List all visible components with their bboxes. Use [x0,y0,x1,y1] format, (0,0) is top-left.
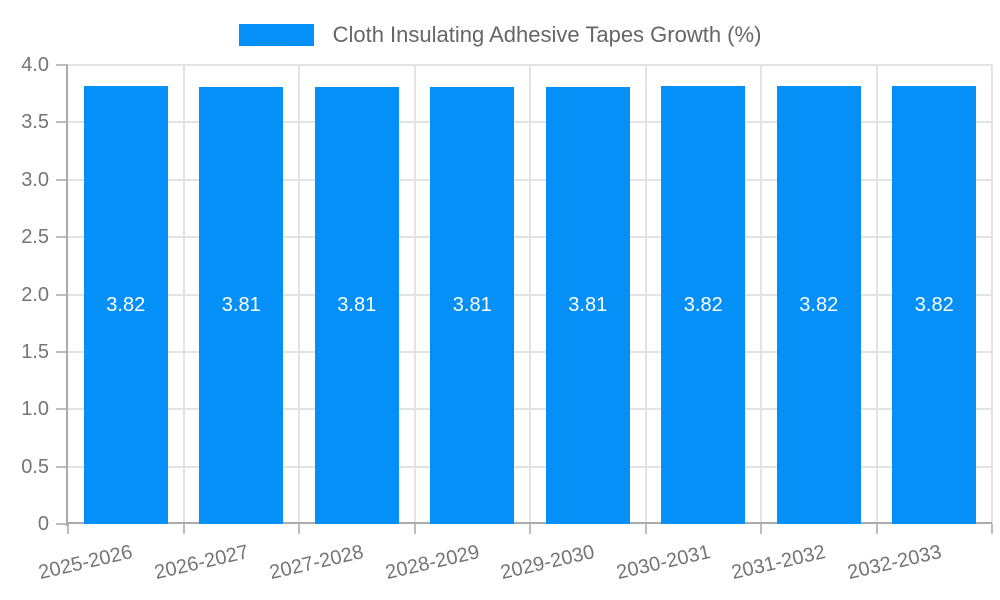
x-tick-mark [991,524,993,534]
y-tick-mark [56,64,68,66]
y-tick-mark [56,523,68,525]
x-tick-label: 2027-2028 [267,541,366,584]
x-tick-label: 2032-2033 [845,541,944,584]
x-tick-label: 2029-2030 [498,541,597,584]
legend: Cloth Insulating Adhesive Tapes Growth (… [0,22,1000,48]
y-tick-label: 0 [37,513,49,535]
bar[interactable] [661,85,746,524]
y-tick-mark [56,465,68,468]
x-tick-label: 2025-2026 [36,541,135,584]
bar[interactable] [776,85,861,524]
bar-value-label: 3.81 [337,294,377,317]
bar-value-label: 3.82 [914,293,954,316]
y-tick-label: 3.0 [21,168,49,191]
y-tick-label: 3.5 [21,111,49,134]
bar[interactable] [430,86,515,524]
y-tick-mark [56,293,68,296]
y-tick-mark [56,408,68,411]
gridline-v [413,65,416,524]
gridline-v [529,65,531,524]
x-tick-label: 2030-2031 [614,541,713,584]
bar[interactable] [892,85,977,524]
y-tick-mark [56,236,68,239]
bar-value-label: 3.82 [683,293,723,316]
x-tick-label: 2028-2029 [383,541,482,584]
y-tick-label: 2.0 [21,283,49,306]
gridline-v [875,65,878,524]
x-tick-mark [182,524,185,534]
bar[interactable] [83,85,168,524]
bar-value-label: 3.82 [799,293,839,316]
legend-swatch [238,24,314,46]
y-tick-label: 2.5 [21,226,49,249]
y-axis-line [66,65,68,526]
x-axis-line [66,522,992,524]
bar-value-label: 3.81 [568,294,608,317]
x-tick-mark [298,524,300,534]
y-tick-label: 4.0 [21,54,49,76]
x-tick-mark [875,524,878,534]
bar[interactable] [314,86,399,524]
y-tick-label: 1.0 [21,398,49,421]
y-tick-mark [56,350,68,353]
x-tick-label: 2031-2032 [729,541,828,584]
y-tick-mark [56,121,68,124]
gridline-v [644,65,647,524]
gridline-v [298,65,300,524]
x-tick-mark [760,524,762,534]
x-tick-mark [413,524,416,534]
y-tick-label: 1.5 [21,340,49,363]
gridline-v [182,65,185,524]
y-tick-label: 0.5 [21,455,49,478]
bar-value-label: 3.82 [106,293,146,316]
bar-value-label: 3.81 [452,294,492,317]
x-tick-label: 2026-2027 [152,541,251,584]
x-tick-mark [644,524,647,534]
legend-item[interactable]: Cloth Insulating Adhesive Tapes Growth (… [238,22,762,48]
x-tick-mark [529,524,531,534]
bar[interactable] [545,86,630,524]
bar[interactable] [199,86,284,524]
bar-value-label: 3.81 [221,294,261,317]
y-tick-mark [56,178,68,181]
legend-label: Cloth Insulating Adhesive Tapes Growth (… [332,22,762,47]
gridline-v [991,65,993,524]
gridline-v [760,65,762,524]
x-tick-mark [67,524,69,534]
